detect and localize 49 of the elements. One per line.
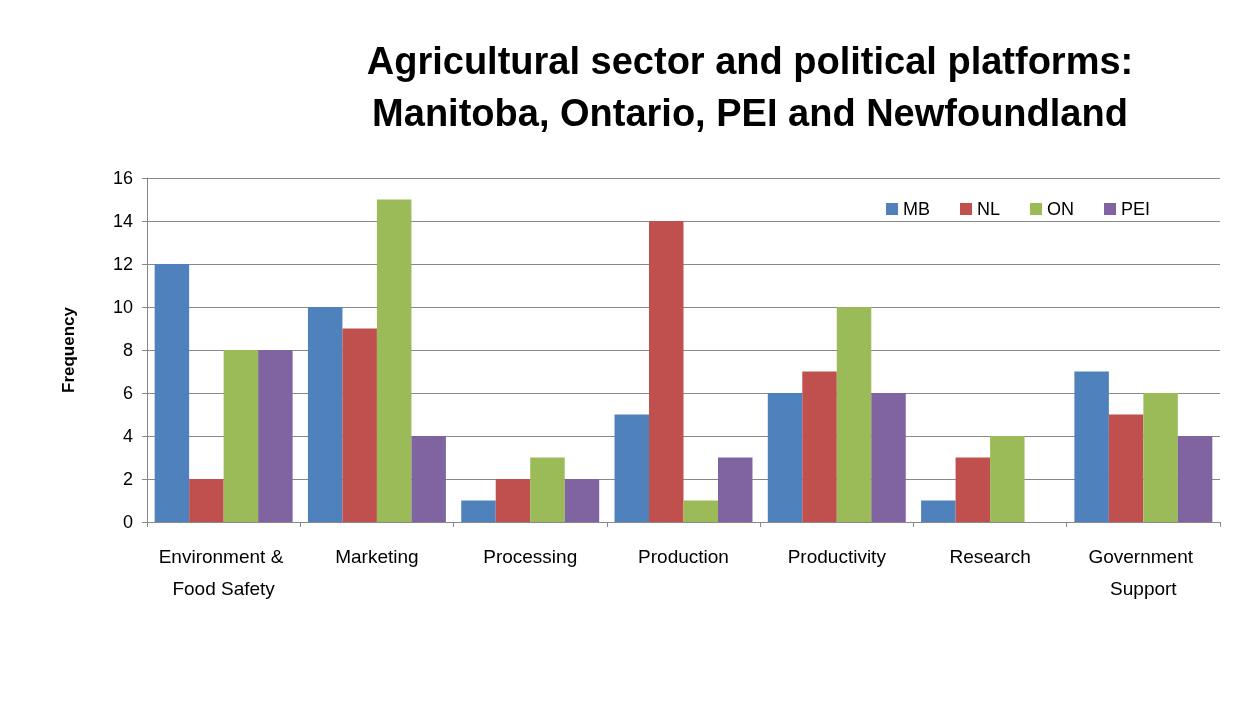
bar bbox=[530, 457, 565, 522]
bar bbox=[1143, 393, 1178, 522]
legend-label: ON bbox=[1046, 199, 1074, 219]
legend-label: PEI bbox=[1120, 199, 1150, 219]
y-tick-label: 16 bbox=[112, 168, 133, 188]
y-tick-label: 12 bbox=[112, 254, 133, 274]
legend-label: NL bbox=[976, 199, 1000, 219]
bar bbox=[614, 414, 650, 522]
bar bbox=[767, 393, 803, 522]
y-tick-label: 4 bbox=[122, 426, 133, 446]
x-tick-label: Production bbox=[638, 545, 729, 567]
bar bbox=[223, 350, 259, 522]
bar bbox=[1177, 436, 1213, 522]
bar bbox=[495, 479, 531, 522]
bar bbox=[802, 371, 837, 522]
bar bbox=[307, 307, 343, 522]
y-tick-label: 8 bbox=[122, 340, 133, 360]
bar bbox=[871, 393, 906, 522]
bar bbox=[1108, 414, 1144, 522]
y-axis-title: Frequency bbox=[59, 306, 78, 393]
y-tick-label: 6 bbox=[122, 383, 133, 403]
bar bbox=[564, 479, 600, 522]
x-tick-label: Processing bbox=[483, 545, 578, 567]
bar bbox=[154, 264, 190, 522]
y-tick-label: 14 bbox=[112, 211, 133, 231]
bar bbox=[376, 199, 412, 522]
x-tick-label: Marketing bbox=[335, 545, 419, 567]
bar bbox=[717, 457, 753, 522]
bar bbox=[258, 350, 293, 522]
x-tick-label: Environment & Food Safety bbox=[158, 545, 289, 599]
x-tick-label: Government Support bbox=[1088, 545, 1199, 599]
bar bbox=[189, 479, 224, 522]
x-tick-label: Productivity bbox=[787, 545, 887, 567]
legend-label: MB bbox=[902, 199, 930, 219]
bar bbox=[411, 436, 446, 522]
bar bbox=[955, 457, 991, 522]
x-tick-label: Research bbox=[949, 545, 1031, 567]
bar bbox=[461, 500, 496, 522]
y-tick-label: 0 bbox=[122, 512, 133, 532]
bar bbox=[921, 500, 956, 522]
bar bbox=[990, 436, 1025, 522]
chart-title: Agricultural sector and political platforms: Manitoba, Ontario, PEI and Newfoundland bbox=[366, 40, 1134, 134]
y-tick-label: 10 bbox=[112, 297, 133, 317]
y-tick-label: 2 bbox=[122, 469, 133, 489]
bar bbox=[649, 221, 684, 522]
bar bbox=[342, 328, 377, 522]
bar bbox=[836, 307, 872, 522]
bar bbox=[1074, 371, 1109, 522]
bar bbox=[683, 500, 718, 522]
